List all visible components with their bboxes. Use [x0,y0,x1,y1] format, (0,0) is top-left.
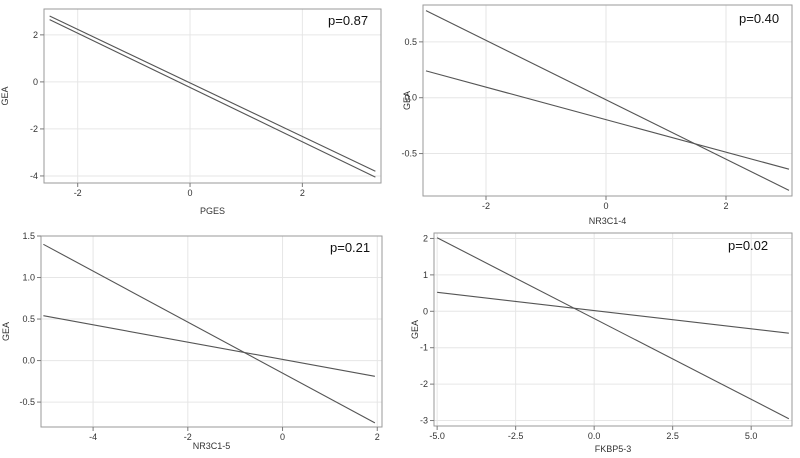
x-tick-label: 2 [723,201,728,211]
regression-line-2 [437,291,789,334]
y-tick-label: 0.5 [404,37,417,47]
regression-line-1 [425,10,790,191]
y-tick-label: 0 [423,306,428,316]
y-tick-label: 1.0 [22,273,35,283]
y-tick-label: -0.5 [401,149,417,159]
y-tick-label: -3 [420,416,428,426]
p-value-annotation: p=0.21 [330,240,370,255]
regression-line-1 [43,243,376,424]
y-axis-label: GEA [410,320,420,339]
x-tick-label: 2 [375,432,380,442]
y-tick-label: 1.5 [22,231,35,241]
x-tick-label: -2 [482,201,490,211]
y-tick-label: 0.0 [22,356,35,366]
y-axis-label: GEA [402,91,412,110]
y-axis-label: GEA [0,86,10,105]
p-value-annotation: p=0.40 [739,11,779,26]
x-axis-label: NR3C1-5 [193,441,231,451]
x-tick-label: 0.0 [588,431,601,441]
y-tick-label: -2 [420,379,428,389]
x-axis-label: NR3C1-4 [589,216,627,226]
plot-area [433,232,793,427]
chart-panel-nr3c1-5: -4 -2 0 2 -0.5 0.0 0.5 1.0 1.5 NR3C1-5 GEA p=0.21 [0,229,400,458]
y-tick-label: -4 [30,171,38,181]
regression-line-2 [43,315,375,377]
y-tick-label: -0.5 [19,397,35,407]
chart-nr3c1-4-svg: -2 0 2 -0.5 0.0 0.5 NR3C1-4 GEA p=0.40 [401,4,793,226]
x-axis-label: FKBP5-3 [595,444,632,454]
chart-panel-nr3c1-4: -2 0 2 -0.5 0.0 0.5 NR3C1-4 GEA p=0.40 [400,0,800,229]
regression-line-2 [49,19,376,178]
y-tick-label: -2 [30,124,38,134]
y-tick-label: 1 [423,270,428,280]
x-tick-label: -2 [184,432,192,442]
chart-fkbp5-3-svg: -5.0 -2.5 0.0 2.5 5.0 -3 -2 -1 0 1 2 FKBP5-3 GEA p=0.… [410,232,793,454]
y-tick-label: 2 [33,30,38,40]
chart-panel-fkbp5-3: -5.0 -2.5 0.0 2.5 5.0 -3 -2 -1 0 1 2 FKBP5-3 GEA p=0.… [400,229,800,458]
chart-panel-pges: -2 0 2 -4 -2 0 2 PGES GEA p=0.87 [0,0,400,229]
regression-line-1 [436,237,790,420]
x-tick-label: -5.0 [429,431,445,441]
x-tick-label: -2.5 [508,431,524,441]
y-tick-label: -1 [420,343,428,353]
chart-pges-svg: -2 0 2 -4 -2 0 2 PGES GEA p=0.87 [0,8,382,216]
x-tick-label: 0 [280,432,285,442]
plot-area [43,8,382,184]
chart-nr3c1-5-svg: -4 -2 0 2 -0.5 0.0 0.5 1.0 1.5 NR3C1-5 GEA p=0.21 [1,231,383,451]
x-axis-label: PGES [200,206,225,216]
x-tick-label: 2.5 [666,431,679,441]
y-tick-label: 2 [423,233,428,243]
x-tick-label: 2 [300,188,305,198]
plot-area [40,235,383,428]
x-tick-label: -4 [89,432,97,442]
p-value-annotation: p=0.02 [728,238,768,253]
p-value-annotation: p=0.87 [328,13,368,28]
y-tick-label: 0.0 [404,93,417,103]
plot-border [433,232,793,427]
y-tick-label: 0 [33,77,38,87]
y-tick-label: 0.5 [22,314,35,324]
regression-line-2 [425,70,790,170]
regression-line-1 [49,15,376,172]
x-tick-label: -2 [74,188,82,198]
x-tick-label: 5.0 [745,431,758,441]
plot-border [43,8,382,184]
plot-border [40,235,383,428]
plot-border [422,4,793,197]
x-tick-label: 0 [603,201,608,211]
y-axis-label: GEA [1,322,11,341]
x-tick-label: 0 [188,188,193,198]
